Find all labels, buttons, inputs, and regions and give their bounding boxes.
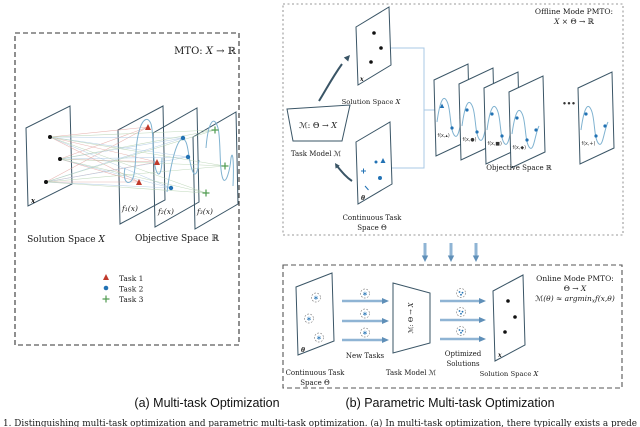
solution-plane-offline	[355, 6, 392, 86]
new-task-marker-icon: ∗	[316, 334, 322, 342]
new-tasks-label: New Tasks	[346, 352, 385, 360]
plane-label-4: f(x,◆)	[513, 145, 527, 151]
theta-label-offline: θ	[361, 195, 365, 202]
legend-task1-icon	[103, 274, 109, 280]
figure-caption-text: 1. Distinguishing multi-task optimizatio…	[3, 418, 637, 427]
new-task-markers-in-plane: ∗ ∗ ∗	[304, 292, 324, 343]
legend-task2-icon	[103, 285, 109, 291]
model-to-solution-arrow-icon	[318, 55, 350, 102]
new-task-marker-icon: ∗	[306, 315, 312, 323]
online-title-line1: Online Mode PMTO:	[536, 274, 614, 283]
panel-b-online-border	[282, 264, 623, 389]
ellipsis: •••	[562, 100, 575, 108]
offline-connectors	[391, 47, 435, 169]
new-task-marker-icon: ∗	[362, 329, 368, 337]
legend-task1-label: Task 1	[119, 274, 143, 283]
task1-curve	[123, 118, 163, 183]
objective-space-label-offline: Objective Space ℝ	[486, 164, 552, 172]
x-label-offline: x	[359, 76, 364, 83]
objective-plane-stack: f(x,▴) f(x,●) f(x,■) f(x,◆) ••• f(x,+)	[433, 63, 615, 169]
panel-a: MTO: X → ℝ x	[14, 32, 240, 346]
x-label-online: x	[497, 352, 502, 359]
task-space-label2-online: Space Θ	[300, 379, 330, 387]
solution-space-label-a: Solution Space X	[27, 235, 105, 245]
optimized-solution-marker-icon	[456, 288, 466, 336]
solution-space-label-offline: Solution Space X	[342, 98, 402, 106]
new-task-marker-icon: ∗	[362, 310, 368, 318]
task-space-plane-offline	[355, 121, 393, 205]
offline-title-line2: X × Θ → ℝ	[553, 17, 595, 26]
task-space-label1-online: Continuous Task	[286, 369, 346, 377]
task-space-markers-offline	[361, 158, 386, 191]
online-title-line2: Θ → X	[564, 284, 587, 293]
panel-b-offline-border	[282, 3, 624, 236]
theta-to-model-arrow-icon	[335, 163, 353, 182]
task-model-caption-offline: Task Model ℳ	[291, 150, 342, 158]
task-mapping-lines	[45, 126, 226, 194]
legend-task3-label: Task 3	[119, 295, 144, 304]
task-space-label1-offline: Continuous Task	[343, 214, 403, 222]
legend-task3-icon	[102, 295, 110, 303]
f1-label: f₁(x)	[121, 204, 138, 213]
plane-label-5: f(x,+)	[582, 141, 596, 147]
legend: Task 1 Task 2 Task 3	[102, 274, 144, 304]
solution-plane-a	[25, 105, 73, 207]
f2-label: f₂(x)	[157, 207, 174, 216]
new-task-marker-icon: ∗	[362, 290, 368, 298]
solution-points-online	[503, 299, 517, 334]
offline-title-line1: Offline Mode PMTO:	[535, 7, 613, 16]
x-axis-label-a: x	[30, 196, 36, 205]
plane-label-1: f(x,▴)	[438, 133, 450, 139]
task3-curve	[205, 120, 234, 187]
new-tasks-arrows: ∗ ∗ ∗	[342, 288, 389, 343]
plane-label-2: f(x,●)	[463, 137, 477, 143]
task-model-formula-offline: ℳ: Θ → X	[299, 121, 337, 130]
plane-label-3: f(x,■)	[488, 141, 502, 147]
objective-plane-1	[117, 105, 166, 225]
task-model-caption-online: Task Model ℳ	[386, 369, 437, 377]
task-space-label2-offline: Space Θ	[357, 224, 387, 232]
offline-to-online-arrows	[421, 243, 480, 262]
online-title-line3: ℳ(θ) ≈ argminxf(x,θ)	[535, 294, 615, 305]
theta-label-online: θ	[301, 347, 305, 354]
caption-a: (a) Multi-task Optimization	[134, 396, 279, 410]
solution-points-offline	[369, 31, 383, 64]
legend-task2-label: Task 2	[119, 285, 144, 294]
solution-plane-online	[492, 274, 526, 362]
objective-space-label-a: Objective Space ℝ	[135, 234, 220, 244]
task2-markers	[168, 135, 191, 191]
task-model-formula-online: ℳ: Θ → X	[407, 302, 415, 333]
task1-markers	[136, 124, 160, 185]
objective-plane-3	[192, 111, 239, 230]
optimized-solutions-arrows	[440, 288, 486, 342]
optimized-label1: Optimized	[445, 350, 482, 358]
objective-plane-2	[152, 107, 200, 228]
solution-space-label-online: Solution Space X	[480, 370, 540, 378]
f3-label: f₃(x)	[196, 207, 213, 216]
solution-points-a	[44, 135, 62, 184]
panel-b-offline: Offline Mode PMTO: X × Θ → ℝ x Solution …	[282, 3, 624, 236]
task2-curve	[166, 138, 200, 193]
new-task-marker-icon: ∗	[313, 294, 319, 302]
caption-b: (b) Parametric Multi-task Optimization	[345, 396, 554, 410]
panel-b-online: Online Mode PMTO: Θ → X ℳ(θ) ≈ argminxf(…	[282, 264, 623, 389]
task-model-trapezoid-online	[392, 282, 431, 354]
task-model-trapezoid-offline	[286, 104, 351, 142]
optimized-label2: Solutions	[446, 360, 480, 368]
panel-a-border	[14, 32, 240, 346]
task-space-plane-online	[295, 272, 335, 356]
task3-markers	[202, 126, 229, 197]
mto-title: MTO: X → ℝ	[174, 46, 237, 57]
